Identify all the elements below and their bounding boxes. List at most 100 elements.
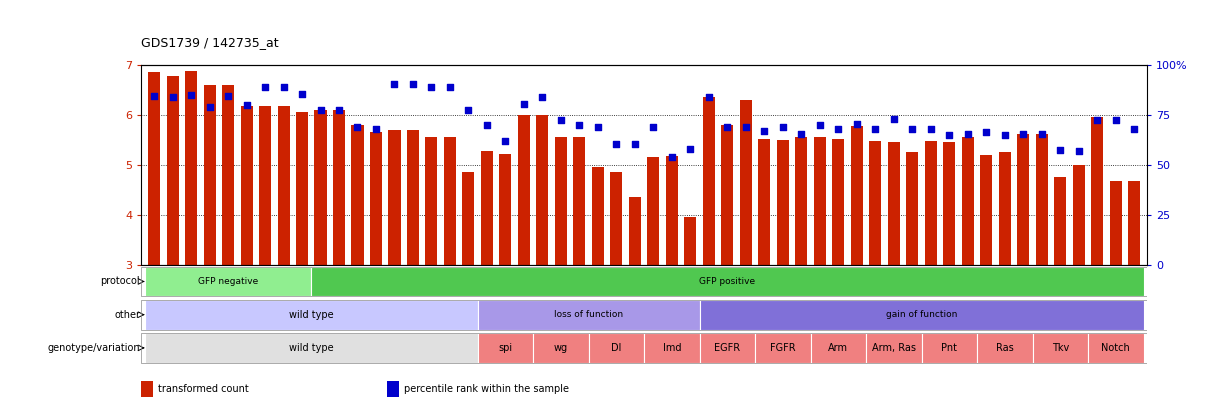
Point	[606, 141, 626, 147]
Bar	[1033, 333, 1088, 363]
Point	[791, 130, 811, 137]
Point	[237, 102, 256, 108]
Point	[940, 132, 960, 138]
Bar	[755, 333, 811, 363]
Bar	[866, 333, 921, 363]
Bar	[777, 140, 789, 265]
Text: loss of function: loss of function	[555, 310, 623, 319]
Point	[681, 145, 701, 152]
Bar	[962, 137, 974, 265]
Bar	[333, 110, 345, 265]
Bar	[518, 115, 530, 265]
Point	[347, 124, 367, 130]
Bar	[240, 106, 253, 265]
Bar	[407, 130, 418, 265]
Point	[644, 124, 664, 130]
Bar	[666, 156, 679, 265]
Point	[1050, 147, 1070, 153]
Text: protocol: protocol	[101, 277, 140, 286]
Bar	[426, 137, 438, 265]
Bar	[721, 125, 734, 265]
Text: wild type: wild type	[288, 343, 334, 353]
Point	[1069, 147, 1088, 154]
Point	[1087, 117, 1107, 123]
Point	[1106, 117, 1125, 123]
Point	[1124, 126, 1144, 132]
Text: GFP negative: GFP negative	[198, 277, 258, 286]
Text: Imd: Imd	[663, 343, 681, 353]
Bar	[870, 141, 881, 265]
Bar	[832, 139, 844, 265]
Text: Arm: Arm	[828, 343, 848, 353]
Point	[255, 84, 275, 91]
Point	[551, 117, 571, 123]
Text: FGFR: FGFR	[771, 343, 795, 353]
Point	[773, 124, 793, 130]
Bar	[1109, 181, 1121, 265]
Point	[1014, 130, 1033, 137]
Point	[718, 124, 737, 130]
Point	[995, 132, 1015, 138]
Text: GFP positive: GFP positive	[699, 277, 756, 286]
Text: EGFR: EGFR	[714, 343, 740, 353]
Text: wild type: wild type	[288, 310, 334, 320]
Point	[663, 154, 682, 160]
Point	[422, 84, 442, 91]
Bar	[148, 72, 160, 265]
Bar	[536, 115, 548, 265]
Bar	[145, 266, 312, 296]
Point	[533, 94, 552, 100]
Point	[163, 94, 183, 100]
Bar	[811, 333, 866, 363]
Point	[366, 126, 385, 132]
Point	[625, 141, 644, 147]
Point	[755, 128, 774, 134]
Bar	[481, 151, 493, 265]
Bar	[699, 300, 1144, 330]
Point	[404, 81, 423, 87]
Point	[828, 126, 848, 132]
Bar	[648, 157, 659, 265]
Point	[200, 104, 220, 111]
Point	[921, 126, 941, 132]
Point	[883, 115, 903, 122]
Bar	[534, 333, 589, 363]
Bar	[925, 141, 937, 265]
Text: wg: wg	[553, 343, 568, 353]
Text: Tkv: Tkv	[1052, 343, 1069, 353]
Bar	[277, 106, 290, 265]
Bar	[477, 333, 534, 363]
Bar	[296, 112, 308, 265]
Bar	[921, 333, 977, 363]
Bar	[185, 71, 198, 265]
Bar	[850, 126, 863, 265]
Bar	[167, 76, 179, 265]
Bar	[1091, 117, 1103, 265]
Point	[514, 100, 534, 107]
Point	[699, 94, 719, 100]
Text: Dl: Dl	[611, 343, 622, 353]
Bar	[1129, 181, 1140, 265]
Bar	[610, 173, 622, 265]
Bar	[555, 137, 567, 265]
Bar	[644, 333, 699, 363]
Bar	[371, 132, 382, 265]
Point	[736, 124, 756, 130]
Bar	[312, 266, 1144, 296]
Bar	[573, 137, 585, 265]
Point	[958, 130, 978, 137]
Bar	[389, 130, 400, 265]
Bar	[589, 333, 644, 363]
Bar	[888, 142, 899, 265]
Text: Arm, Ras: Arm, Ras	[872, 343, 915, 353]
Bar	[351, 125, 363, 265]
Bar	[314, 110, 326, 265]
Bar	[1072, 165, 1085, 265]
Text: genotype/variation: genotype/variation	[48, 343, 140, 353]
Text: percentile rank within the sample: percentile rank within the sample	[404, 384, 568, 394]
Bar	[699, 333, 755, 363]
Point	[588, 124, 607, 130]
Bar	[629, 197, 640, 265]
Text: Pnt: Pnt	[941, 343, 957, 353]
Bar	[222, 85, 234, 265]
